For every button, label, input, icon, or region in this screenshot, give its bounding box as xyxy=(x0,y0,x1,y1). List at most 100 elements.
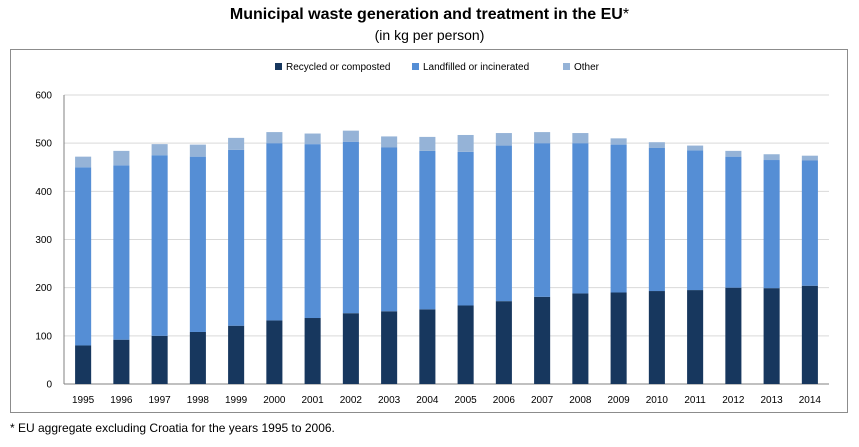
bar-2014-series-2 xyxy=(801,155,818,161)
bar-2008-series-2 xyxy=(572,133,589,144)
bar-1999-series-2 xyxy=(228,137,245,150)
legend-swatch-2 xyxy=(563,63,570,70)
bar-2006-series-0 xyxy=(495,301,512,384)
x-tick-label-2004: 2004 xyxy=(416,395,439,406)
bar-1998-series-2 xyxy=(189,144,206,157)
chart-title-text: Municipal waste generation and treatment… xyxy=(229,6,623,23)
y-tick-label-200: 200 xyxy=(35,283,52,294)
x-tick-label-2013: 2013 xyxy=(761,395,784,406)
x-tick-label-2005: 2005 xyxy=(455,395,478,406)
x-tick-label-1999: 1999 xyxy=(225,395,248,406)
x-tick-label-2009: 2009 xyxy=(608,395,631,406)
bar-2005-series-1 xyxy=(457,151,474,306)
bar-2002-series-0 xyxy=(342,313,359,384)
bar-2003-series-2 xyxy=(381,136,398,148)
y-tick-label-100: 100 xyxy=(35,331,52,342)
bar-2000-series-0 xyxy=(266,320,283,384)
bar-2001-series-1 xyxy=(304,144,321,319)
bar-2001-series-2 xyxy=(304,133,321,145)
x-tick-label-2008: 2008 xyxy=(569,395,592,406)
bar-1999-series-0 xyxy=(228,325,245,384)
legend-swatch-0 xyxy=(275,63,282,70)
y-tick-label-600: 600 xyxy=(35,91,52,102)
bar-2013-series-0 xyxy=(763,288,780,384)
x-tick-label-2014: 2014 xyxy=(799,395,822,406)
bar-2002-series-2 xyxy=(342,130,359,142)
y-tick-label-0: 0 xyxy=(46,380,52,391)
legend-label-1: Landfilled or incinerated xyxy=(423,62,529,73)
bar-2006-series-2 xyxy=(495,133,512,146)
bar-1998-series-1 xyxy=(189,156,206,332)
y-tick-label-400: 400 xyxy=(35,187,52,198)
bar-2000-series-2 xyxy=(266,132,283,144)
bar-2008-series-1 xyxy=(572,143,589,294)
x-tick-label-1997: 1997 xyxy=(149,395,172,406)
chart-footnote: * EU aggregate excluding Croatia for the… xyxy=(10,421,335,435)
bar-2005-series-0 xyxy=(457,305,474,384)
bar-1996-series-1 xyxy=(113,165,130,340)
bar-2001-series-0 xyxy=(304,318,321,384)
bar-2008-series-0 xyxy=(572,293,589,384)
bar-2004-series-2 xyxy=(419,136,436,151)
x-tick-label-2000: 2000 xyxy=(263,395,286,406)
bar-2007-series-0 xyxy=(534,296,551,384)
chart-title: Municipal waste generation and treatment… xyxy=(0,6,859,24)
bar-2010-series-1 xyxy=(648,147,665,292)
chart-subtitle: (in kg per person) xyxy=(374,27,485,43)
chart-frame xyxy=(10,49,848,413)
bar-2005-series-2 xyxy=(457,134,474,152)
x-tick-label-2001: 2001 xyxy=(302,395,325,406)
bar-2007-series-2 xyxy=(534,132,551,144)
bar-2012-series-1 xyxy=(725,156,742,288)
bar-1998-series-0 xyxy=(189,331,206,384)
bar-1997-series-1 xyxy=(151,155,168,336)
chart-title-asterisk: * xyxy=(622,6,630,23)
bar-2004-series-0 xyxy=(419,309,436,384)
bar-2006-series-1 xyxy=(495,145,512,302)
bar-1996-series-0 xyxy=(113,339,130,384)
bar-2000-series-1 xyxy=(266,143,283,321)
bar-2004-series-1 xyxy=(419,150,436,310)
bar-2007-series-1 xyxy=(534,143,551,297)
x-tick-label-2006: 2006 xyxy=(493,395,516,406)
bar-1995-series-2 xyxy=(75,156,92,168)
bar-2013-series-2 xyxy=(763,154,780,161)
bar-2002-series-1 xyxy=(342,141,359,314)
bar-2009-series-0 xyxy=(610,292,627,384)
bar-2003-series-0 xyxy=(381,311,398,384)
bar-2009-series-2 xyxy=(610,138,627,145)
bar-2010-series-2 xyxy=(648,142,665,148)
x-tick-label-1995: 1995 xyxy=(72,395,95,406)
bar-2012-series-2 xyxy=(725,150,742,157)
bar-1996-series-2 xyxy=(113,150,130,166)
bar-2010-series-0 xyxy=(648,291,665,384)
y-tick-label-300: 300 xyxy=(35,235,52,246)
y-tick-label-500: 500 xyxy=(35,139,52,150)
bar-1995-series-0 xyxy=(75,345,92,384)
x-tick-label-2007: 2007 xyxy=(531,395,554,406)
legend-swatch-1 xyxy=(412,63,419,70)
bar-2013-series-1 xyxy=(763,160,780,289)
bar-2009-series-1 xyxy=(610,144,627,293)
bar-2011-series-0 xyxy=(687,290,704,384)
x-tick-label-2003: 2003 xyxy=(378,395,401,406)
x-tick-label-2011: 2011 xyxy=(684,395,706,406)
bar-2011-series-1 xyxy=(687,150,704,291)
bar-1995-series-1 xyxy=(75,167,92,346)
x-tick-label-2002: 2002 xyxy=(340,395,363,406)
bar-2014-series-0 xyxy=(801,285,818,384)
legend-label-0: Recycled or composted xyxy=(286,62,391,73)
x-tick-label-1996: 1996 xyxy=(110,395,133,406)
bar-2012-series-0 xyxy=(725,287,742,384)
bar-2014-series-1 xyxy=(801,160,818,286)
bar-2003-series-1 xyxy=(381,147,398,312)
bar-1997-series-2 xyxy=(151,144,168,156)
x-tick-label-2012: 2012 xyxy=(722,395,745,406)
bar-2011-series-2 xyxy=(687,145,704,151)
legend-label-2: Other xyxy=(574,62,600,73)
bar-1997-series-0 xyxy=(151,335,168,384)
x-tick-label-1998: 1998 xyxy=(187,395,210,406)
x-tick-label-2010: 2010 xyxy=(646,395,669,406)
bar-1999-series-1 xyxy=(228,149,245,326)
